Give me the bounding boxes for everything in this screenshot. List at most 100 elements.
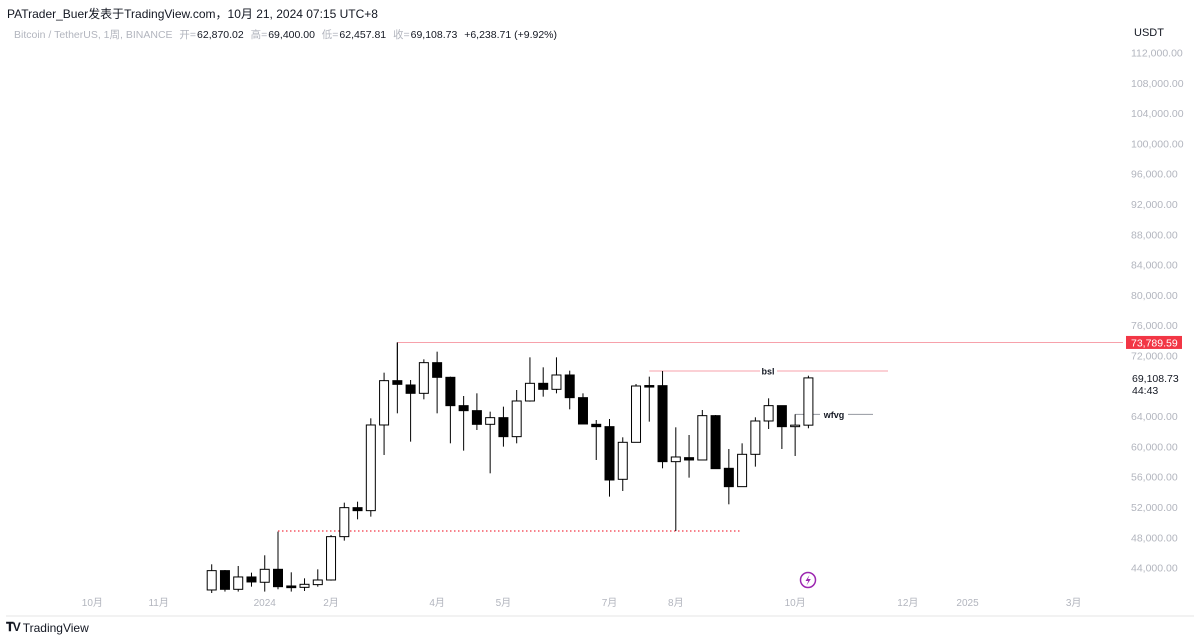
candle <box>418 359 429 400</box>
candle <box>379 372 390 455</box>
candle-body-down <box>577 397 588 425</box>
current-price-label: 69,108.73 <box>1132 373 1179 385</box>
candle-body-up <box>365 424 376 512</box>
candle <box>684 434 695 478</box>
candle <box>471 393 482 430</box>
time-tick-label: 10月 <box>785 597 806 609</box>
level-price-label: 73,789.59 <box>1131 337 1178 349</box>
candle <box>644 376 655 422</box>
candle-body-up <box>750 420 761 455</box>
candle-body-down <box>538 382 549 390</box>
change-value: +6,238.71 (+9.92%) <box>464 29 558 41</box>
price-tick-label: 72,000.00 <box>1131 351 1178 363</box>
time-tick-label: 4月 <box>429 597 445 609</box>
price-tick-label: 84,000.00 <box>1131 260 1178 272</box>
time-tick-label: 10月 <box>82 597 103 609</box>
price-tick-label: 108,000.00 <box>1131 78 1184 90</box>
candle <box>564 370 575 410</box>
time-tick-label: 3月 <box>1066 597 1082 609</box>
currency-button[interactable]: USDT <box>1134 27 1164 39</box>
symbol-title[interactable]: Bitcoin / TetherUS, 1周, BINANCE <box>14 29 173 41</box>
candle <box>524 357 535 402</box>
price-tick-label: 60,000.00 <box>1131 441 1178 453</box>
candle <box>286 572 297 592</box>
candle-body-up <box>763 405 774 422</box>
candle-body-down <box>352 507 363 512</box>
close-value: 69,108.73 <box>410 29 458 41</box>
candle-body-down <box>644 385 655 388</box>
price-tick-label: 104,000.00 <box>1131 108 1184 120</box>
candle-body-down <box>286 585 297 589</box>
candle <box>206 564 217 593</box>
bsl-label: bsl <box>761 367 774 377</box>
candle-body-up <box>326 536 337 581</box>
candle <box>392 342 403 414</box>
price-tick-label: 88,000.00 <box>1131 229 1178 241</box>
candle-body-up <box>670 456 681 463</box>
candle-body-down <box>498 417 509 438</box>
candle <box>273 531 283 590</box>
price-tick-label: 48,000.00 <box>1131 532 1178 544</box>
footer-brand[interactable]: TradingView <box>22 620 89 635</box>
candle-body-up <box>617 441 628 480</box>
candle <box>631 383 642 443</box>
price-tick-label: 76,000.00 <box>1131 320 1178 332</box>
time-tick-label: 2025 <box>956 598 979 609</box>
candle-body-down <box>591 423 602 428</box>
bar-countdown-label: 44:43 <box>1132 385 1158 397</box>
tradingview-logo-icon[interactable]: 𝐓V <box>6 620 21 634</box>
open-label: 开= <box>179 29 197 41</box>
candle <box>352 501 363 520</box>
candle <box>511 389 522 444</box>
open-value: 62,870.02 <box>197 29 244 41</box>
time-tick-label: 12月 <box>897 597 918 609</box>
price-tick-label: 64,000.00 <box>1131 411 1178 423</box>
candle <box>458 395 469 451</box>
high-label: 高= <box>250 29 268 41</box>
candle-body-up <box>631 385 642 443</box>
time-tick-label: 8月 <box>668 597 684 609</box>
time-tick-label: 2月 <box>323 597 339 609</box>
candle <box>312 569 323 587</box>
candle <box>246 572 257 587</box>
candle <box>790 414 801 456</box>
candle <box>617 437 628 491</box>
candle <box>604 418 615 497</box>
candle <box>723 448 734 505</box>
candle-body-up <box>697 415 708 461</box>
low-label: 低= <box>321 29 339 41</box>
candle <box>259 555 270 592</box>
candle-body-down <box>458 405 469 412</box>
publish-info: PATrader_Buer发表于TradingView.com，10月 21, … <box>7 7 378 21</box>
candle <box>339 502 350 541</box>
candle <box>538 367 549 397</box>
price-tick-label: 112,000.00 <box>1131 48 1183 60</box>
footer: 𝐓V TradingView <box>6 620 89 635</box>
candle <box>776 405 787 449</box>
time-tick-label: 5月 <box>496 597 512 609</box>
candle <box>485 411 496 474</box>
candle-body-down <box>273 568 283 588</box>
candle <box>432 351 443 414</box>
wfvg-label: wfvg <box>823 410 845 420</box>
candle-body-up <box>233 576 244 590</box>
candle-body-up <box>379 380 390 426</box>
close-label: 收= <box>392 29 410 41</box>
low-value: 62,457.81 <box>339 29 387 41</box>
candle <box>551 357 562 394</box>
time-tick-label: 7月 <box>602 597 618 609</box>
candle <box>445 376 456 444</box>
candle-body-down <box>710 415 721 470</box>
candle <box>763 398 774 429</box>
candle <box>299 578 310 591</box>
candle-body-down <box>604 426 615 481</box>
alert-lightning-icon[interactable] <box>799 571 817 589</box>
candle <box>233 565 244 592</box>
candle <box>697 409 708 461</box>
candle <box>591 419 602 460</box>
candle-body-up <box>299 583 310 588</box>
candle <box>498 406 509 447</box>
price-tick-label: 80,000.00 <box>1131 290 1178 302</box>
current-price-badge <box>1126 370 1186 396</box>
